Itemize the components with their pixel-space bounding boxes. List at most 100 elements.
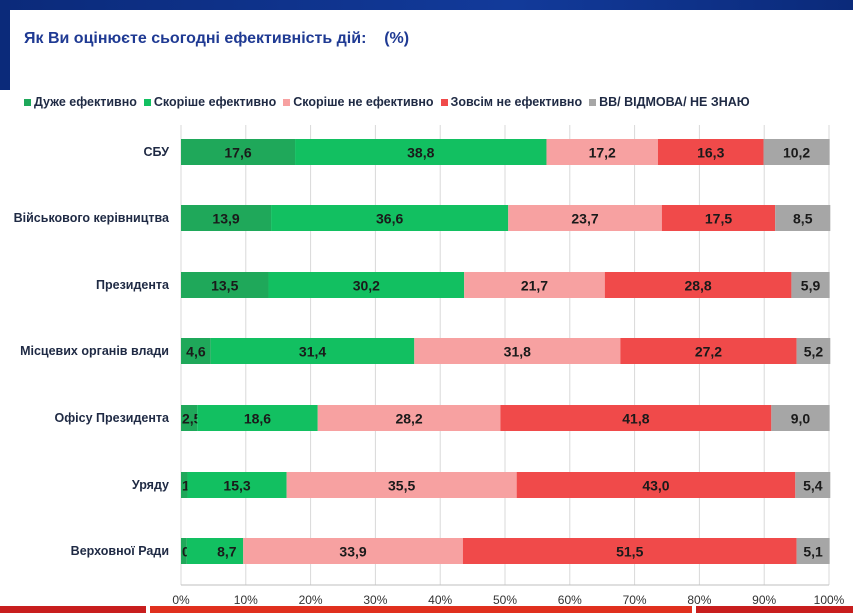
legend-label: Скоріше не ефективно bbox=[293, 95, 434, 109]
data-label: 30,2 bbox=[353, 278, 380, 294]
bar-segment bbox=[181, 139, 296, 165]
bar-segment bbox=[295, 139, 547, 165]
data-label: 33,9 bbox=[339, 544, 366, 560]
top-accent-bar bbox=[0, 0, 853, 10]
legend-swatch bbox=[589, 98, 597, 106]
legend-item: Зовсім не ефективно bbox=[440, 95, 583, 109]
data-label: 17,5 bbox=[705, 211, 732, 227]
bar-segment bbox=[508, 205, 662, 231]
bar-segment bbox=[791, 272, 830, 298]
legend-item: Скоріше ефективно bbox=[143, 95, 277, 109]
legend-label: ВВ/ ВІДМОВА/ НЕ ЗНАЮ bbox=[599, 95, 750, 109]
bar-segment bbox=[186, 538, 244, 564]
bar-segment bbox=[181, 272, 269, 298]
data-label: 4,6 bbox=[186, 344, 206, 360]
x-tick-label: 20% bbox=[299, 593, 323, 607]
data-label: 31,4 bbox=[299, 344, 326, 360]
x-tick-label: 50% bbox=[493, 593, 517, 607]
bar-segment bbox=[661, 205, 776, 231]
bar-segment bbox=[181, 472, 188, 498]
bar-segment bbox=[516, 472, 796, 498]
bar-segment bbox=[210, 338, 415, 364]
legend-label: Скоріше ефективно bbox=[153, 95, 277, 109]
data-label: 23,7 bbox=[571, 211, 598, 227]
data-label: 2,5 bbox=[182, 411, 202, 427]
data-label: 43,0 bbox=[642, 478, 669, 494]
legend-swatch bbox=[24, 98, 31, 106]
chart-title: Як Ви оцінюєте сьогодні ефективність дій… bbox=[24, 30, 410, 47]
bar-segment bbox=[795, 472, 831, 498]
legend-swatch bbox=[143, 98, 151, 106]
bar-segment bbox=[317, 405, 501, 431]
bar-segment bbox=[546, 139, 658, 165]
bar-segment bbox=[771, 405, 830, 431]
x-tick-label: 90% bbox=[752, 593, 776, 607]
bar-segment bbox=[620, 338, 797, 364]
data-label: 16,3 bbox=[697, 145, 724, 161]
bar-segment bbox=[775, 205, 831, 231]
data-label: 15,3 bbox=[223, 478, 250, 494]
x-tick-label: 10% bbox=[234, 593, 258, 607]
bar-segment bbox=[286, 472, 517, 498]
data-label: 28,2 bbox=[395, 411, 422, 427]
data-label: 8,5 bbox=[793, 211, 813, 227]
x-tick-label: 70% bbox=[623, 593, 647, 607]
data-label: 41,8 bbox=[622, 411, 649, 427]
data-label: 18,6 bbox=[244, 411, 271, 427]
data-label: 8,7 bbox=[217, 544, 237, 560]
bar-segment bbox=[796, 338, 831, 364]
bar-segment bbox=[464, 272, 605, 298]
legend-swatch bbox=[440, 98, 448, 106]
data-label: 5,9 bbox=[801, 278, 821, 294]
bar-segment bbox=[500, 405, 772, 431]
bar-segment bbox=[243, 538, 463, 564]
bar-segment bbox=[462, 538, 797, 564]
data-label: 21,7 bbox=[521, 278, 548, 294]
chart-legend: Дуже ефективно Скоріше ефективно Скоріше н… bbox=[24, 94, 853, 110]
legend-label: Зовсім не ефективно bbox=[450, 95, 583, 109]
data-label: 5,1 bbox=[803, 544, 823, 560]
bar-segment bbox=[181, 405, 198, 431]
legend-swatch bbox=[283, 98, 291, 106]
x-tick-label: 40% bbox=[428, 593, 452, 607]
data-label: 17,2 bbox=[589, 145, 616, 161]
x-tick-label: 30% bbox=[363, 593, 387, 607]
data-label: 13,5 bbox=[211, 278, 238, 294]
bar-segment bbox=[796, 538, 830, 564]
bar-segment bbox=[187, 472, 287, 498]
data-label: 5,2 bbox=[804, 344, 824, 360]
data-label: 35,5 bbox=[388, 478, 415, 494]
category-label: СБУ bbox=[144, 145, 170, 159]
left-accent-bar bbox=[0, 10, 10, 90]
x-tick-label: 0% bbox=[172, 593, 190, 607]
legend-label: Дуже ефективно bbox=[34, 95, 137, 109]
bar-segment bbox=[657, 139, 764, 165]
bar-segment bbox=[181, 205, 272, 231]
category-label: Верховної Ради bbox=[71, 544, 169, 558]
bottom-accent-bar bbox=[0, 606, 853, 613]
data-label: 5,4 bbox=[803, 478, 823, 494]
data-label: 36,6 bbox=[376, 211, 403, 227]
bar-segment bbox=[414, 338, 621, 364]
category-label: Військового керівництва bbox=[14, 211, 170, 225]
x-tick-label: 100% bbox=[814, 593, 845, 607]
bar-segment bbox=[268, 272, 465, 298]
category-label: Офісу Президента bbox=[55, 411, 171, 425]
bar-segment bbox=[181, 338, 211, 364]
data-label: 28,8 bbox=[684, 278, 711, 294]
legend-item: ВВ/ ВІДМОВА/ НЕ ЗНАЮ bbox=[589, 95, 750, 109]
bar-segment bbox=[763, 139, 830, 165]
data-label: 10,2 bbox=[783, 145, 810, 161]
category-label: Президента bbox=[96, 278, 170, 292]
bar-segment bbox=[181, 538, 187, 564]
data-label: 51,5 bbox=[616, 544, 643, 560]
category-label: Місцевих органів влади bbox=[20, 344, 169, 358]
legend-item: Скоріше не ефективно bbox=[283, 95, 434, 109]
data-label: 17,6 bbox=[224, 145, 251, 161]
bar-segment bbox=[604, 272, 792, 298]
data-label: 31,8 bbox=[504, 344, 531, 360]
data-label: 13,9 bbox=[212, 211, 239, 227]
bar-segment bbox=[197, 405, 318, 431]
bar-segment bbox=[271, 205, 509, 231]
